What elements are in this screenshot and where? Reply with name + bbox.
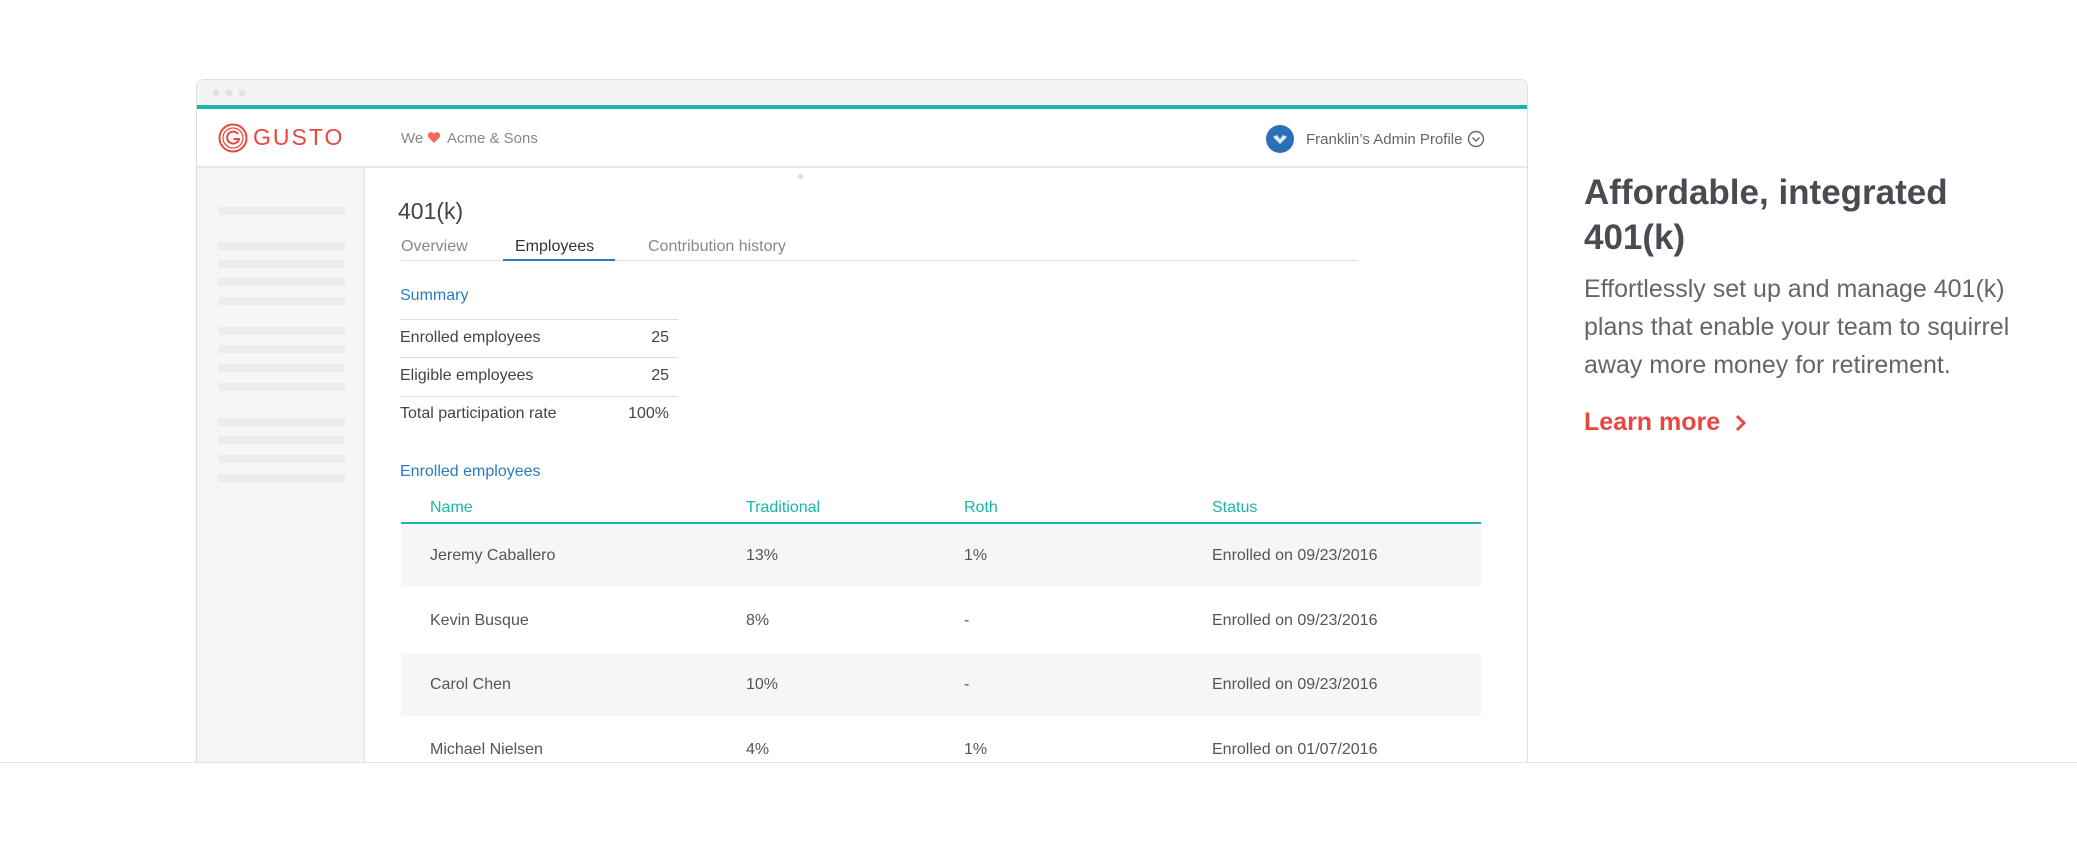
sidebar-placeholder	[218, 383, 345, 391]
logo-text: GUSTO	[253, 124, 345, 150]
table-cell: 8%	[746, 611, 770, 629]
tab[interactable]: Contribution history	[648, 238, 786, 255]
column-header: Roth	[964, 499, 998, 516]
sidebar-placeholder	[218, 345, 345, 353]
table-cell: -	[964, 676, 970, 693]
table-cell: Enrolled on 09/23/2016	[1212, 676, 1378, 693]
table-cell: 1%	[964, 547, 988, 564]
header-border	[197, 166, 1527, 168]
table-cell: -	[964, 611, 970, 629]
tab[interactable]: Employees	[515, 238, 595, 255]
table-cell: 1%	[964, 740, 988, 758]
tab[interactable]: Overview	[401, 238, 468, 255]
summary-line	[400, 396, 678, 397]
summary-label: Total participation rate	[400, 405, 557, 422]
table-cell: Carol Chen	[430, 676, 511, 693]
table-row-stripe	[401, 524, 1481, 587]
table-cell: 10%	[746, 676, 779, 693]
summary-line	[400, 357, 678, 358]
table-cell: Enrolled on 09/23/2016	[1212, 547, 1378, 564]
sidebar-placeholder	[218, 242, 345, 250]
learn-more-link[interactable]: Learn more	[1584, 408, 1721, 436]
table-cell: Kevin Busque	[430, 611, 529, 629]
column-header: Traditional	[746, 499, 821, 516]
table-cell: Enrolled on 01/07/2016	[1212, 740, 1378, 758]
summary-value: 25	[651, 329, 669, 346]
enrolled-heading: Enrolled employees	[400, 463, 541, 480]
sidebar-placeholder	[218, 207, 345, 215]
summary-label: Enrolled employees	[400, 329, 541, 346]
tab-underline	[503, 259, 615, 261]
sidebar-placeholder	[218, 364, 345, 372]
fold-line	[0, 762, 2077, 763]
accent-bar	[197, 105, 1527, 109]
sidebar-placeholder	[218, 418, 345, 426]
column-header: Name	[430, 499, 473, 516]
logo-icon	[218, 123, 248, 153]
profile-dropdown[interactable]	[1467, 130, 1485, 148]
table-row-stripe	[401, 653, 1481, 716]
sidebar-placeholder	[218, 278, 345, 286]
table-cell: 4%	[746, 740, 770, 758]
table-header-line	[401, 522, 1481, 524]
column-header: Status	[1212, 499, 1258, 516]
sidebar-placeholder	[218, 327, 345, 335]
profile-name[interactable]: Franklin’s Admin Profile	[1306, 131, 1463, 148]
scroll-dot	[798, 174, 803, 179]
table-cell: Enrolled on 09/23/2016	[1212, 611, 1378, 629]
link-chevron[interactable]	[1734, 413, 1748, 433]
table-cell: 13%	[746, 547, 779, 564]
summary-line	[400, 319, 678, 320]
fold-cover	[0, 763, 2077, 842]
summary-heading: Summary	[400, 287, 469, 304]
sidebar-placeholder	[218, 260, 345, 268]
summary-value: 25	[651, 367, 669, 384]
summary-label: Eligible employees	[400, 367, 534, 384]
table-cell: Michael Nielsen	[430, 740, 543, 758]
page-title: 401(k)	[398, 198, 464, 224]
marketing-heading: Affordable, integrated 401(k)	[1584, 173, 1948, 257]
table-cell: Jeremy Caballero	[430, 547, 556, 564]
sidebar-placeholder	[218, 436, 345, 444]
sidebar-placeholder	[218, 455, 345, 463]
sidebar-placeholder	[218, 297, 345, 305]
avatar[interactable]	[1266, 125, 1294, 153]
tabs-line	[401, 260, 1358, 261]
heart-icon	[427, 132, 441, 143]
browser-bar	[197, 80, 1527, 106]
sidebar-placeholder	[218, 474, 345, 482]
summary-value: 100%	[628, 405, 669, 422]
we-text: We	[401, 130, 424, 147]
marketing-body: Effortlessly set up and manage 401(k) pl…	[1584, 275, 2010, 379]
company-name: Acme & Sons	[447, 130, 538, 147]
sidebar	[197, 168, 365, 768]
window-dots	[212, 89, 246, 97]
